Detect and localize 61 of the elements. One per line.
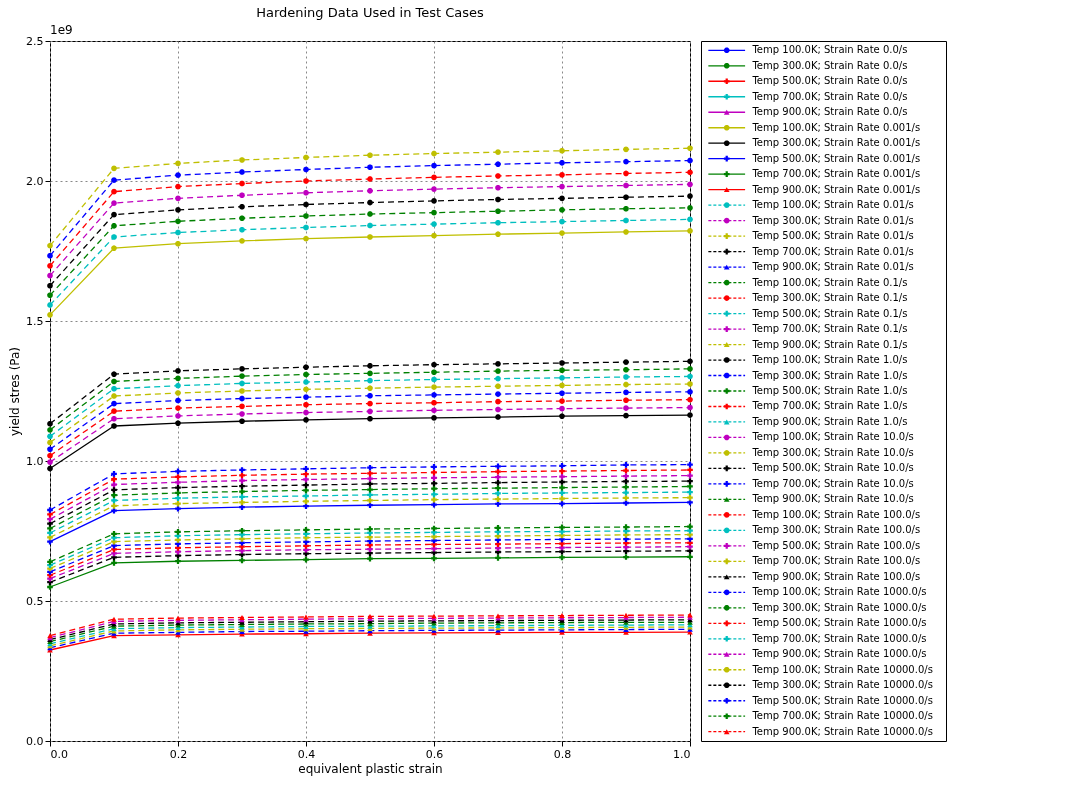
legend-label: Temp 700.0K; Strain Rate 10.0/s <box>751 477 914 489</box>
x-tick-label: 0.4 <box>297 747 316 761</box>
legend-label: Temp 300.0K; Strain Rate 1000.0/s <box>751 601 927 613</box>
legend-label: Temp 300.0K; Strain Rate 10000.0/s <box>751 679 933 691</box>
y-tick-label: 1.5 <box>26 314 44 328</box>
legend-label: Temp 900.0K; Strain Rate 1000.0/s <box>751 648 927 660</box>
legend-label: Temp 300.0K; Strain Rate 100.0/s <box>751 524 921 536</box>
x-tick-label: 0.2 <box>169 747 188 761</box>
x-tick-label: 0.0 <box>50 747 68 761</box>
legend-label: Temp 700.0K; Strain Rate 10000.0/s <box>751 710 933 722</box>
y-tick-label: 2.5 <box>26 34 44 48</box>
x-tick-label: 0.6 <box>425 747 444 761</box>
legend-label: Temp 500.0K; Strain Rate 0.01/s <box>751 230 914 242</box>
y-tick-label: 0.0 <box>26 734 44 748</box>
legend-label: Temp 500.0K; Strain Rate 0.0/s <box>751 75 908 87</box>
y-tick-label: 0.5 <box>26 594 44 608</box>
x-tick-label: 0.8 <box>553 747 572 761</box>
legend-label: Temp 700.0K; Strain Rate 1.0/s <box>751 400 908 412</box>
legend-label: Temp 700.0K; Strain Rate 100.0/s <box>751 555 921 567</box>
legend-label: Temp 500.0K; Strain Rate 10000.0/s <box>751 694 933 706</box>
legend-label: Temp 900.0K; Strain Rate 0.001/s <box>751 183 921 195</box>
y-tick-label: 1.0 <box>26 454 44 468</box>
legend-label: Temp 500.0K; Strain Rate 1.0/s <box>751 385 908 396</box>
legend-label: Temp 300.0K; Strain Rate 0.0/s <box>751 59 908 71</box>
legend-label: Temp 300.0K; Strain Rate 1.0/s <box>751 369 908 381</box>
legend-label: Temp 700.0K; Strain Rate 0.001/s <box>751 168 921 180</box>
y-tick-label: 2.0 <box>26 174 44 188</box>
legend-label: Temp 900.0K; Strain Rate 0.0/s <box>751 106 908 118</box>
legend-label: Temp 700.0K; Strain Rate 0.01/s <box>751 245 914 257</box>
legend-label: Temp 700.0K; Strain Rate 0.1/s <box>751 323 908 335</box>
legend-label: Temp 300.0K; Strain Rate 0.1/s <box>751 292 908 304</box>
legend-label: Temp 500.0K; Strain Rate 1000.0/s <box>751 617 927 629</box>
legend-label: Temp 300.0K; Strain Rate 0.001/s <box>751 137 921 149</box>
legend-label: Temp 500.0K; Strain Rate 10.0/s <box>751 462 914 474</box>
legend-label: Temp 100.0K; Strain Rate 0.0/s <box>751 44 908 56</box>
chart-title: Hardening Data Used in Test Cases <box>256 5 485 20</box>
legend-label: Temp 700.0K; Strain Rate 1000.0/s <box>751 632 927 644</box>
legend-label: Temp 500.0K; Strain Rate 0.1/s <box>751 307 908 319</box>
legend-label: Temp 900.0K; Strain Rate 0.1/s <box>751 338 908 350</box>
legend-label: Temp 500.0K; Strain Rate 0.001/s <box>751 152 921 164</box>
legend-label: Temp 900.0K; Strain Rate 10000.0/s <box>751 725 933 737</box>
x-tick-label: 1.0 <box>673 747 691 761</box>
legend-label: Temp 900.0K; Strain Rate 10.0/s <box>751 493 914 505</box>
y-axis-title: yield stres (Pa) <box>8 346 23 437</box>
legend-label: Temp 100.0K; Strain Rate 10.0/s <box>751 431 914 443</box>
legend-label: Temp 900.0K; Strain Rate 100.0/s <box>751 570 921 582</box>
legend-label: Temp 900.0K; Strain Rate 0.01/s <box>751 261 914 273</box>
legend-label: Temp 100.0K; Strain Rate 1000.0/s <box>751 586 927 598</box>
legend-label: Temp 900.0K; Strain Rate 1.0/s <box>751 415 908 427</box>
legend-label: Temp 100.0K; Strain Rate 1.0/s <box>751 354 908 366</box>
legend-label: Temp 500.0K; Strain Rate 100.0/s <box>751 539 921 551</box>
legend-label: Temp 100.0K; Strain Rate 100.0/s <box>751 508 921 520</box>
text: 1e9 <box>50 23 73 37</box>
x-axis-title: equivalent plastic strain <box>298 761 443 776</box>
legend-label: Temp 100.0K; Strain Rate 10000.0/s <box>751 663 933 675</box>
legend-label: Temp 700.0K; Strain Rate 0.0/s <box>751 90 908 102</box>
legend-label: Temp 100.0K; Strain Rate 0.01/s <box>751 199 914 211</box>
legend-label: Temp 100.0K; Strain Rate 0.1/s <box>751 276 908 288</box>
legend-label: Temp 300.0K; Strain Rate 10.0/s <box>751 446 914 458</box>
legend-label: Temp 100.0K; Strain Rate 0.001/s <box>751 121 921 133</box>
legend-label: Temp 300.0K; Strain Rate 0.01/s <box>751 214 914 226</box>
